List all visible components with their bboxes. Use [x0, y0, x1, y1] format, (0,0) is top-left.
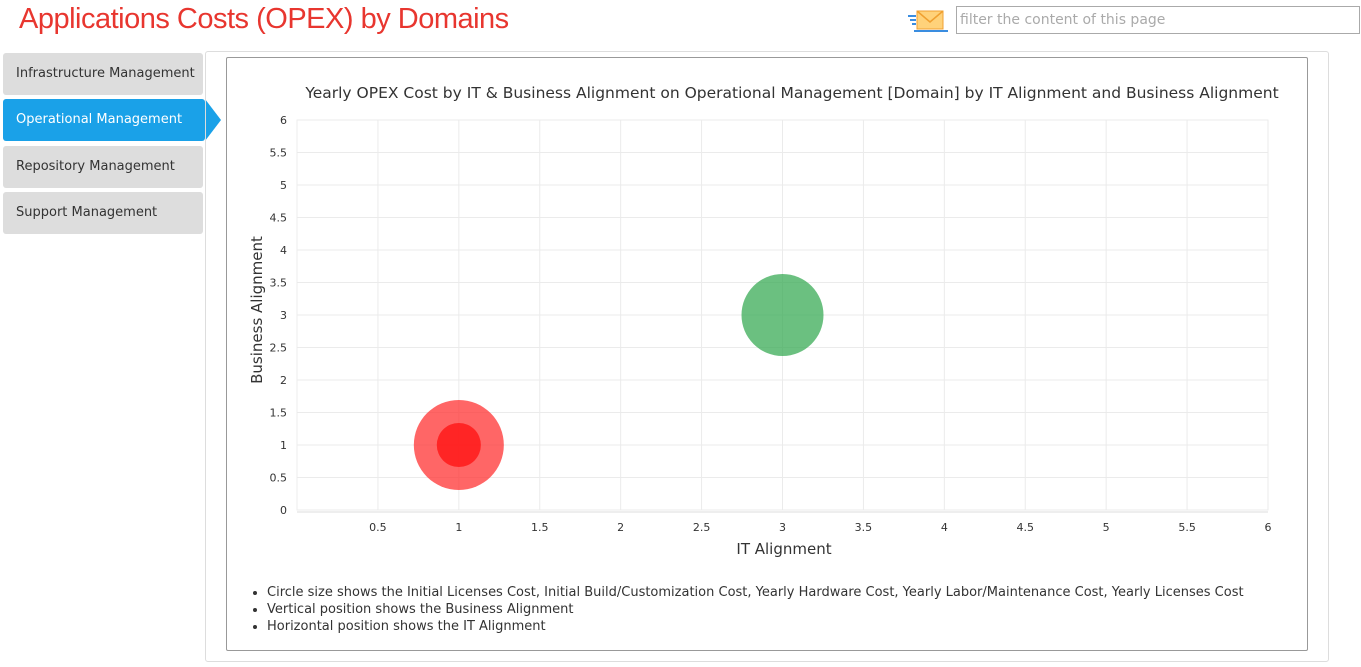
chart-notes: Circle size shows the Initial Licenses C…: [267, 585, 1244, 636]
y-tick-label: 0.5: [270, 472, 288, 485]
x-tick-label: 4.5: [1017, 521, 1035, 534]
y-tick-label: 4.5: [270, 212, 288, 225]
y-axis-title: Business Alignment: [248, 236, 266, 384]
x-tick-label: 1.5: [531, 521, 549, 534]
x-tick-label: 3: [779, 521, 786, 534]
bubble-1: [436, 422, 481, 468]
page-title: Applications Costs (OPEX) by Domains: [19, 3, 509, 35]
y-tick-label: 1: [280, 439, 287, 452]
y-tick-label: 6: [280, 114, 287, 127]
y-tick-label: 1.5: [270, 407, 288, 420]
chart-panel: [226, 57, 1308, 651]
y-tick-label: 3.5: [270, 277, 288, 290]
x-tick-label: 3.5: [855, 521, 873, 534]
sidebar-item-repository-management[interactable]: Repository Management: [3, 146, 203, 188]
sidebar-item-infrastructure-management[interactable]: Infrastructure Management: [3, 53, 203, 95]
filter-input[interactable]: [956, 6, 1360, 34]
x-tick-label: 2: [617, 521, 624, 534]
y-tick-label: 2.5: [270, 342, 288, 355]
chart-title: Yearly OPEX Cost by IT & Business Alignm…: [304, 84, 1278, 102]
y-tick-label: 5.5: [270, 147, 288, 160]
x-tick-label: 6: [1265, 521, 1272, 534]
x-tick-label: 2.5: [693, 521, 711, 534]
bubble-2: [741, 274, 824, 356]
content-panel: [205, 51, 1329, 662]
x-tick-label: 1: [455, 521, 462, 534]
x-tick-label: 0.5: [369, 521, 387, 534]
y-tick-label: 2: [280, 374, 287, 387]
y-tick-label: 3: [280, 309, 287, 322]
y-tick-label: 5: [280, 179, 287, 192]
envelope-icon[interactable]: [908, 8, 948, 34]
note-horizontal: Horizontal position shows the IT Alignme…: [267, 619, 1244, 636]
sidebar-item-support-management[interactable]: Support Management: [3, 192, 203, 234]
x-axis-title: IT Alignment: [736, 540, 831, 558]
note-size: Circle size shows the Initial Licenses C…: [267, 585, 1244, 602]
x-tick-label: 5: [1103, 521, 1110, 534]
y-tick-label: 4: [280, 244, 287, 257]
note-vertical: Vertical position shows the Business Ali…: [267, 602, 1244, 619]
x-tick-label: 5.5: [1178, 521, 1196, 534]
x-tick-label: 4: [941, 521, 948, 534]
y-tick-label: 0: [280, 504, 287, 517]
sidebar-item-operational-management[interactable]: Operational Management: [3, 99, 221, 141]
